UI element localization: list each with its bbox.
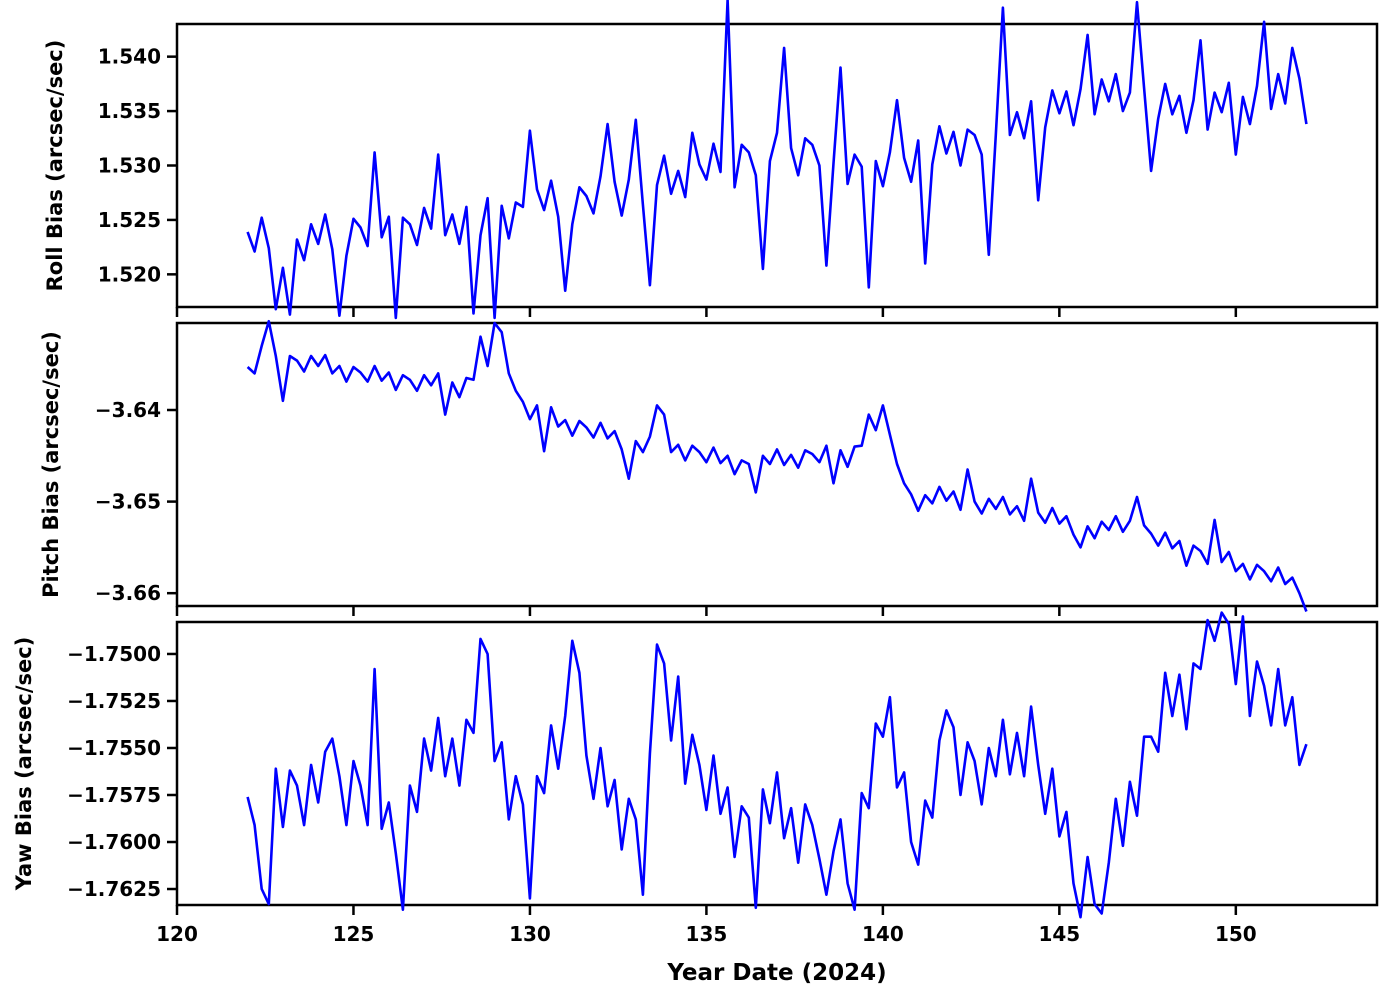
x-tick-label: 125 [333, 922, 375, 946]
y-tick-label: −1.7525 [67, 689, 161, 713]
y-tick-label: 1.525 [98, 208, 161, 232]
roll-bias-line [246, 0, 1308, 320]
x-tick-label: 140 [862, 922, 904, 946]
y-tick-label: 1.535 [98, 99, 161, 123]
x-tick-label: 150 [1215, 922, 1257, 946]
x-tick-label: 130 [509, 922, 551, 946]
yaw-y-axis-label: Yaw Bias (arcsec/sec) [12, 637, 36, 892]
plot-area [175, 321, 1379, 608]
yaw-bias-panel: 120 125 130 135 140 145 150 −1.7500 −1.7525 −1.75… [67, 611, 1379, 946]
y-tick-label: −1.7550 [67, 736, 161, 760]
roll-y-axis-label: Roll Bias (arcsec/sec) [43, 40, 67, 292]
pitch-bias-line [246, 319, 1308, 612]
roll-bias-panel: 1.520 1.525 1.530 1.535 1.540 [98, 0, 1379, 320]
y-tick-label: −1.7500 [67, 642, 161, 666]
y-tick-label: 1.540 [98, 45, 161, 69]
y-tick-label: −3.65 [95, 490, 161, 514]
y-tick-label: −3.66 [95, 581, 161, 605]
y-tick-label: 1.520 [98, 262, 161, 286]
x-tick-label: 120 [156, 922, 198, 946]
pitch-bias-panel: −3.64 −3.65 −3.66 [95, 319, 1379, 616]
x-axis-label: Year Date (2024) [666, 960, 886, 986]
y-tick-label: −1.7600 [67, 830, 161, 854]
y-tick-label: 1.530 [98, 154, 161, 178]
y-tick-label: −3.64 [95, 398, 161, 422]
x-tick-label: 135 [686, 922, 728, 946]
y-tick-label: −1.7575 [67, 783, 161, 807]
x-tick-label: 145 [1038, 922, 1080, 946]
pitch-y-axis-label: Pitch Bias (arcsec/sec) [39, 331, 63, 598]
yaw-bias-line [246, 611, 1308, 919]
plot-area [175, 620, 1379, 907]
y-tick-label: −1.7625 [67, 877, 161, 901]
